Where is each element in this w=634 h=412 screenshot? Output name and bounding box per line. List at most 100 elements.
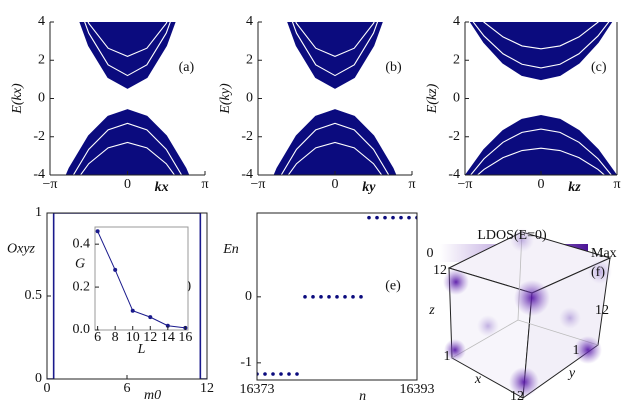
band-line [84,22,171,77]
y-tick-label: 4 [453,14,460,29]
panel-label: (b) [385,60,402,75]
marker [113,267,118,272]
corner-label: 1 [573,343,580,358]
x-tick-label: −π [43,177,58,192]
plot-area [65,22,190,175]
x-tick-label: 0 [332,177,339,192]
point [279,372,283,376]
ldos-blob [559,307,581,329]
x-tick-label: π [613,177,620,192]
band-line [79,141,176,175]
ldos-blob [514,280,550,316]
y-tick-label: 0 [35,371,42,386]
panel-label: (a) [179,60,195,75]
band-line [472,22,610,69]
y-tick-label: -1 [240,355,252,370]
point [367,215,371,220]
band-area [477,148,605,175]
y-axis-label: E(kx) [10,83,25,115]
point [359,295,363,299]
point [399,215,403,220]
band-line [79,22,176,89]
x-tick-label: 8 [112,330,119,345]
marker [95,229,100,234]
y-tick-label: 4 [38,14,45,29]
y-tick-label: -4 [241,167,253,182]
plot-area [95,229,188,330]
y-tick-label: -2 [448,129,460,144]
axis-label: z [428,303,435,318]
y-axis-label: G [75,256,85,271]
colorbar-label: Max [591,246,617,261]
y-tick-label: 0.2 [73,279,91,294]
line [97,231,186,329]
x-tick-label: −π [458,177,473,192]
axes-frame [94,226,189,331]
y-tick-label: 0 [245,289,252,304]
y-tick-label: 0.0 [73,322,91,337]
band-area [295,22,375,57]
axis-label: x [474,372,482,387]
y-tick-label: 0.4 [73,236,91,251]
x-tick-label: π [201,177,208,192]
panel-label: (e) [385,279,401,294]
y-tick-label: 4 [246,14,253,29]
y-tick-label: 0.5 [25,288,43,303]
y-tick-label: 1 [35,205,42,220]
x-tick-label: 12 [143,330,157,345]
point [311,295,315,299]
x-tick-label: 12 [200,381,214,396]
y-axis-label: E(kz) [425,83,440,114]
point [383,215,387,220]
plot-area [273,22,397,175]
x-axis-label: n [359,389,366,404]
x-tick-label: 14 [161,330,175,345]
band-line [287,141,383,175]
x-tick-label: 16373 [240,382,275,397]
ldos-blob [444,339,466,361]
corner-label: 1 [444,349,451,364]
band-line [469,22,613,81]
colorbar-label: 0 [427,246,434,261]
x-tick-label: 6 [94,330,101,345]
x-tick-label: 0 [124,177,131,192]
band-line [465,114,617,175]
y-tick-label: -2 [33,129,45,144]
band-area [88,22,167,57]
marker [148,315,153,320]
x-tick-label: 0 [538,177,545,192]
band-line [280,122,390,175]
x-tick-label: 0 [44,381,51,396]
y-tick-label: -2 [241,129,253,144]
colorbar-title: LDOS(E=0) [477,228,547,243]
panel-label: (f) [591,265,605,280]
point [271,372,275,376]
y-tick-label: -4 [33,167,45,182]
band-line [483,22,599,50]
band-area [80,142,175,175]
point [327,295,331,299]
ldos-blob [510,228,534,252]
point [391,215,395,220]
axis-label: y [567,366,576,381]
point [343,295,347,299]
point [335,295,339,299]
point [319,295,323,299]
x-tick-label: 16 [178,330,192,345]
band-line [469,128,613,175]
cube-panel [440,228,612,400]
y-axis-label: E(ky) [218,83,233,115]
x-tick-label: π [408,177,415,192]
y-tick-label: 2 [246,52,253,67]
x-axis-label: kx [155,180,169,195]
y-axis-label: Oxyz [7,242,36,257]
corner-label: 12 [595,303,609,318]
band-line [287,22,383,89]
x-tick-label: 6 [124,381,131,396]
y-tick-label: 2 [38,52,45,67]
plot-area [465,22,617,175]
band-area [288,142,382,175]
point [407,215,411,220]
ldos-blob [443,269,469,295]
